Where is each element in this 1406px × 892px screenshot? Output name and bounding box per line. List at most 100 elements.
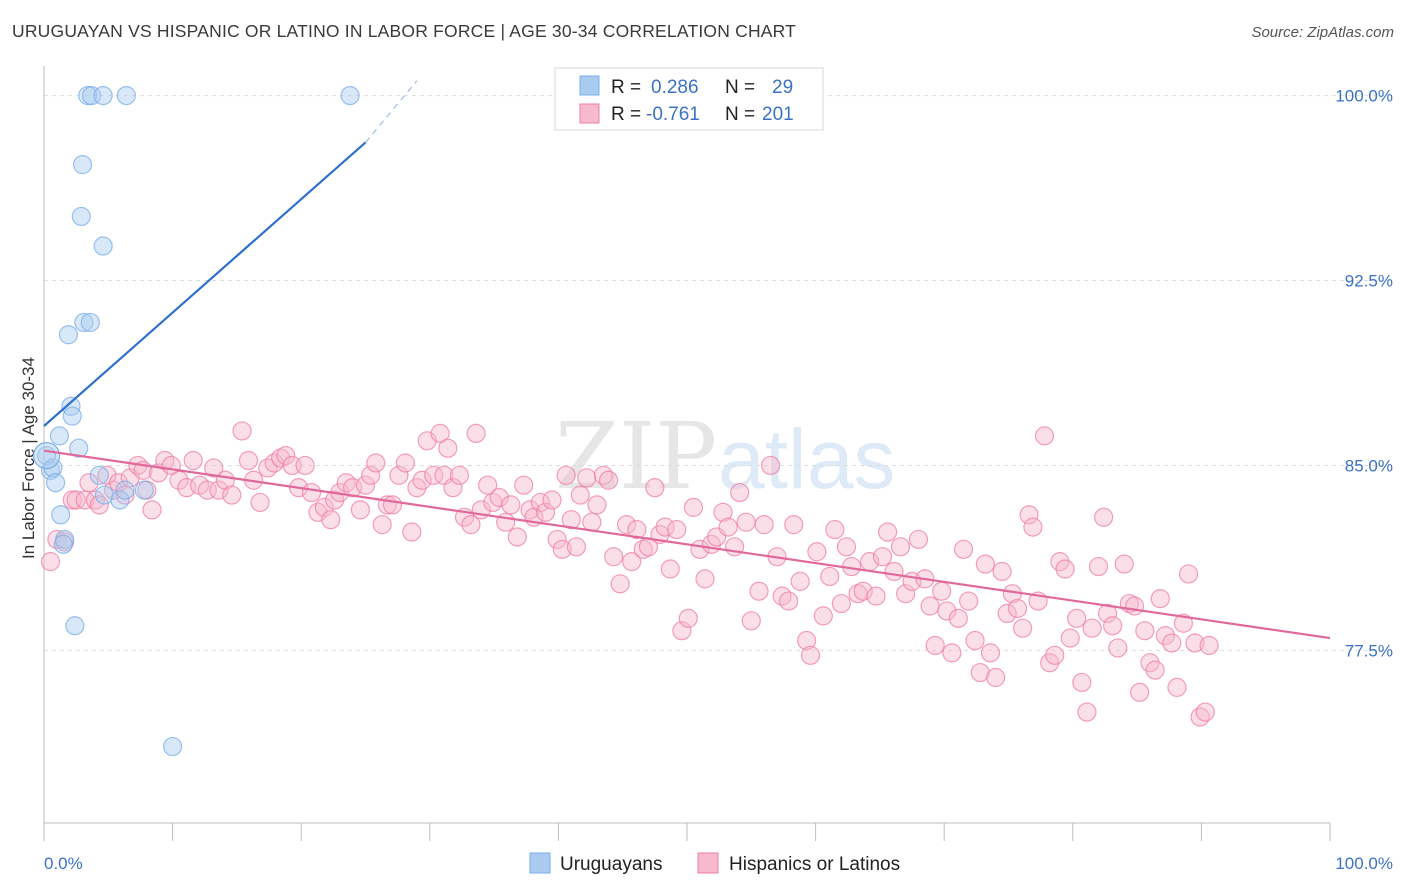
uruguayans-point: [69, 438, 89, 458]
trend-lines: [43, 80, 1331, 640]
chart-title: URUGUAYAN VS HISPANIC OR LATINO IN LABOR…: [12, 21, 797, 41]
hispanics-point: [1072, 672, 1092, 693]
hispanics-point: [1155, 625, 1175, 646]
hispanics-point: [866, 586, 886, 606]
watermark: ZIP atlas: [555, 403, 895, 510]
hispanics-point: [507, 527, 527, 547]
hispanics-point: [937, 601, 957, 621]
hispanics-point: [655, 517, 675, 537]
uruguayans-trend-line: [43, 141, 367, 427]
hispanics-point: [736, 512, 756, 532]
uruguayans-point: [53, 534, 73, 554]
uruguayans-point: [45, 473, 66, 493]
hispanics-point: [1082, 618, 1102, 638]
hispanics-point: [965, 630, 985, 651]
hispanics-point: [754, 515, 774, 535]
legend-n-value-2: 201: [762, 104, 794, 125]
hispanics-point: [197, 480, 217, 500]
hispanics-point: [1130, 682, 1150, 702]
hispanics-point: [896, 584, 916, 604]
data-points: [32, 85, 1219, 757]
hispanics-point: [872, 547, 893, 567]
hispanics-point: [556, 465, 576, 485]
hispanics-point: [1162, 633, 1182, 653]
hispanics-point: [552, 539, 572, 559]
hispanics-point: [478, 475, 498, 495]
hispanics-point: [813, 606, 833, 626]
uruguayans-point: [74, 312, 94, 333]
hispanics-point: [570, 485, 590, 505]
hispanics-point: [577, 468, 597, 488]
hispanics-point: [622, 552, 642, 572]
watermark-zip: ZIP: [555, 403, 717, 510]
y-tick-label: 85.0%: [1345, 456, 1393, 475]
hispanics-point: [1013, 618, 1033, 638]
bottom-legend-label-hispanics: Hispanics or Latinos: [729, 854, 900, 875]
hispanics-point: [925, 635, 945, 656]
uruguayans-point: [51, 505, 71, 525]
hispanics-point: [825, 519, 845, 540]
legend-r-label-2: R =: [611, 104, 641, 125]
hispanics-point: [667, 519, 687, 540]
uruguayans-point: [134, 480, 154, 500]
hispanics-point: [604, 547, 624, 567]
hispanics-point: [250, 492, 270, 513]
hispanics-point: [920, 596, 940, 616]
y-tick-label: 100.0%: [1335, 87, 1393, 106]
hispanics-point: [1019, 505, 1039, 525]
hispanics-point: [1007, 598, 1028, 619]
bottom-legend-swatch-hispanics: [697, 852, 719, 874]
hispanics-point: [718, 517, 738, 537]
hispanics-point: [389, 465, 409, 485]
bottom-legend-label-uruguayans: Uruguayans: [560, 854, 662, 875]
hispanics-point: [713, 502, 733, 522]
hispanics-point: [108, 473, 129, 493]
hispanics-point: [514, 475, 534, 495]
hispanics-point: [660, 559, 680, 579]
hispanics-point: [350, 500, 370, 520]
hispanics-point: [796, 630, 817, 651]
hispanics-point: [953, 539, 974, 559]
hispanics-point: [784, 515, 804, 535]
hispanics-point: [1045, 645, 1065, 665]
uruguayans-point: [115, 480, 135, 500]
hispanics-point: [1145, 660, 1165, 680]
uruguayans-point: [71, 206, 91, 227]
hispanics-point: [366, 453, 386, 473]
uruguayans-point: [340, 85, 360, 106]
hispanics-point: [948, 608, 968, 628]
hispanics-point: [970, 662, 990, 683]
hispanics-point: [627, 519, 647, 540]
hispanics-point: [959, 591, 979, 611]
axes: [43, 66, 1331, 841]
hispanics-point: [616, 515, 637, 535]
hispanics-point: [1178, 564, 1199, 584]
hispanics-point: [40, 552, 61, 572]
hispanics-point: [683, 497, 704, 517]
hispanics-point: [1034, 426, 1055, 446]
uruguayans-point: [110, 490, 130, 510]
hispanics-point: [361, 465, 381, 485]
hispanics-point: [884, 561, 904, 582]
stats-legend: R = 0.286 N = 29 R = -0.761 N = 201: [554, 67, 824, 131]
uruguayans-trend-extension: [365, 80, 418, 143]
series-legend: Uruguayans Hispanics or Latinos: [529, 852, 900, 875]
uruguayans-point: [93, 85, 113, 106]
uruguayans-point: [62, 406, 82, 426]
uruguayans-point: [89, 465, 109, 485]
hispanics-point: [395, 453, 415, 473]
hispanics-point: [276, 445, 296, 466]
bottom-legend-swatch-uruguayans: [529, 852, 551, 874]
hispanics-point: [321, 510, 341, 530]
hispanics-point: [1108, 638, 1128, 658]
hispanics-point: [1055, 559, 1075, 579]
hispanics-point: [1195, 702, 1215, 722]
hispanics-point: [1199, 635, 1219, 656]
hispanics-point: [1060, 628, 1080, 648]
hispanics-point: [980, 643, 1001, 663]
hispanics-point: [142, 500, 162, 520]
hispanics-point: [730, 482, 750, 503]
hispanics-point: [587, 495, 607, 515]
legend-r-value-2: -0.761: [646, 104, 700, 125]
hispanics-point: [1103, 616, 1123, 636]
